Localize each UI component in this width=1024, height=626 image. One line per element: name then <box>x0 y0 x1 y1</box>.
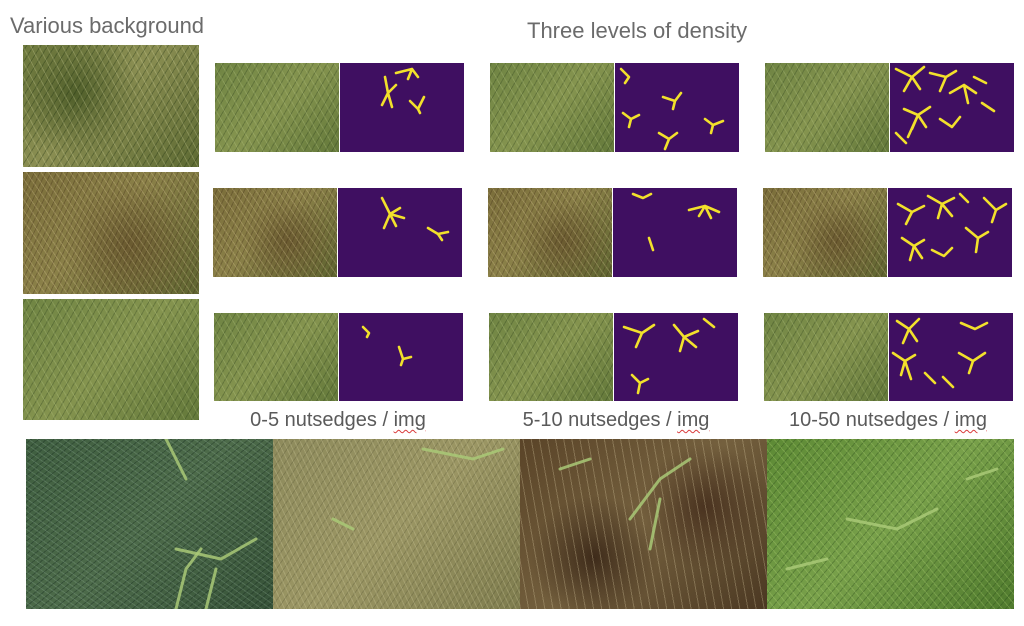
density-high-mask-2 <box>888 188 1012 277</box>
density-low-photo-2 <box>213 188 337 277</box>
closeup-sample-2 <box>273 439 520 609</box>
density-high-mask-3 <box>889 313 1013 401</box>
density-high-photo-2 <box>763 188 887 277</box>
density-mid-mask-3 <box>614 313 738 401</box>
density-mid-range: 5-10 nutsedges / <box>522 409 678 431</box>
closeup-sample-1 <box>26 439 273 609</box>
density-mid-photo-3 <box>489 313 613 401</box>
density-high-photo-3 <box>764 313 888 401</box>
background-sample-1 <box>23 45 199 167</box>
density-high-photo-1 <box>765 63 889 152</box>
density-high-caption: 10-50 nutsedges / img <box>758 409 1018 432</box>
density-low-photo-1 <box>215 63 339 152</box>
density-mid-unit: img <box>677 409 710 431</box>
density-mid-mask-2 <box>613 188 737 277</box>
density-high-unit: img <box>954 409 987 431</box>
density-mid-photo-2 <box>488 188 612 277</box>
density-low-caption: 0-5 nutsedges / img <box>208 409 468 432</box>
various-background-title: Various background <box>10 13 205 38</box>
density-high-mask-1 <box>890 63 1014 152</box>
background-sample-3 <box>23 299 199 420</box>
density-low-range: 0-5 nutsedges / <box>250 409 394 431</box>
background-sample-2 <box>23 172 199 294</box>
density-low-mask-2 <box>338 188 462 277</box>
density-levels-title: Three levels of density <box>527 18 748 43</box>
closeup-sample-3 <box>520 439 767 609</box>
density-mid-photo-1 <box>490 63 614 152</box>
density-low-mask-3 <box>339 313 463 401</box>
closeup-sample-4 <box>767 439 1014 609</box>
density-mid-caption: 5-10 nutsedges / img <box>486 409 746 432</box>
density-low-mask-1 <box>340 63 464 152</box>
density-high-range: 10-50 nutsedges / <box>789 409 955 431</box>
density-low-photo-3 <box>214 313 338 401</box>
density-low-unit: img <box>393 409 426 431</box>
density-mid-mask-1 <box>615 63 739 152</box>
